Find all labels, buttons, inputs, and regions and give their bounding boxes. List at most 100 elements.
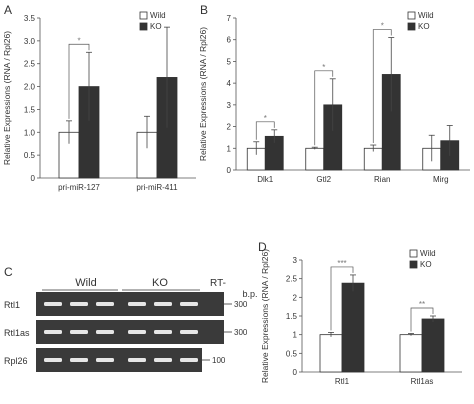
gel-group-ko-label: KO (152, 277, 168, 289)
gel-band (70, 302, 88, 306)
legend-swatch-ko (409, 260, 418, 269)
y-tick-label: 6 (227, 36, 232, 45)
gel-band (70, 358, 88, 362)
gel-band (128, 358, 146, 362)
gel-band (96, 302, 114, 306)
y-tick-label: 0 (293, 368, 298, 377)
gel-band (70, 330, 88, 334)
gel-band (96, 358, 114, 362)
y-tick-label: 1 (227, 144, 232, 153)
y-axis-label: Relative Expressions (RNA / Rpl26) (260, 249, 270, 383)
chart-panel-a: 0 0.5 1.0 1.5 2.0 2.5 3.0 3.5 Relative Expressio… (2, 11, 196, 192)
x-tick-label: Rtl1 (335, 377, 350, 386)
gel-panel-c: Wild KO RT- b.p. Rtl1 300 Rtl1as 300 Rpl26 10… (4, 277, 258, 372)
significance-bracket (330, 266, 354, 331)
gel-band (154, 330, 172, 334)
y-tick-label: 2 (293, 293, 298, 302)
panel-letter-d: D (258, 240, 267, 254)
gel-size-label: 300 (234, 300, 248, 309)
gel-band (44, 302, 62, 306)
legend-swatch-wild (139, 11, 148, 20)
significance-bracket (68, 43, 90, 119)
y-tick-label: 0 (227, 166, 232, 175)
ko-bar (421, 318, 445, 373)
gel-rt-label: RT- (210, 278, 226, 289)
wild-bar (305, 147, 325, 171)
y-tick-label: 5 (227, 57, 232, 66)
x-tick-label: Dlk1 (257, 175, 274, 184)
ko-bar (341, 282, 365, 373)
legend-label-wild: Wild (418, 11, 434, 20)
significance-label: * (77, 36, 80, 45)
gel-band (180, 302, 198, 306)
significance-label: * (322, 63, 325, 72)
gel-group-wild-label: Wild (75, 277, 96, 289)
y-tick-label: 2 (227, 123, 232, 132)
y-tick-label: 3.0 (24, 37, 36, 46)
y-tick-label: 2.0 (24, 83, 36, 92)
y-tick-label: 7 (227, 14, 232, 23)
y-tick-label: 1 (293, 331, 298, 340)
y-tick-label: 4 (227, 79, 232, 88)
gel-band (154, 358, 172, 362)
legend-label-wild: Wild (420, 249, 436, 258)
panel-letter-b: B (200, 3, 208, 17)
panel-letter-a: A (4, 3, 12, 17)
gel-band (128, 330, 146, 334)
panel-letter-c: C (4, 265, 13, 279)
legend-swatch-ko (407, 22, 416, 31)
gel-band (180, 358, 198, 362)
gel-row-label: Rtl1 (4, 300, 20, 310)
gel-band (180, 330, 198, 334)
y-tick-label: 2.5 (286, 275, 298, 284)
gel-row-label: Rtl1as (4, 328, 30, 338)
significance-label: * (264, 114, 267, 123)
y-tick-label: 1.0 (24, 128, 36, 137)
y-tick-label: 0.5 (286, 349, 298, 358)
wild-bar (319, 334, 343, 373)
gel-size-label: 100 (212, 356, 226, 365)
y-tick-label: 3 (293, 256, 298, 265)
legend-label-ko: KO (150, 22, 162, 31)
significance-bracket (372, 29, 392, 144)
chart-panel-b: 0 1 2 3 4 5 6 7 Relative Expressions (RNA / Rpl2… (198, 11, 470, 184)
y-tick-label: 3.5 (24, 14, 36, 23)
significance-label: ** (419, 300, 425, 309)
y-tick-label: 1.5 (286, 312, 298, 321)
y-tick-label: 2.5 (24, 60, 36, 69)
chart-panel-d: 0 0.5 1 1.5 2 2.5 3 Relative Expressions (RNA /… (260, 249, 462, 386)
legend-label-wild: Wild (150, 11, 166, 20)
significance-label: * (381, 22, 384, 31)
x-tick-label: pri-miR-411 (136, 183, 178, 192)
y-axis-label: Relative Expressions (RNA / Rpl26) (2, 31, 12, 165)
legend-label-ko: KO (418, 22, 430, 31)
legend-label-ko: KO (420, 260, 432, 269)
x-tick-label: Rtl1as (411, 377, 434, 386)
gel-row-background (36, 348, 202, 372)
y-tick-label: 0.5 (24, 151, 36, 160)
significance-bracket (410, 307, 434, 332)
gel-band (154, 302, 172, 306)
x-tick-label: pri-miR-127 (58, 183, 100, 192)
significance-label: *** (337, 259, 346, 268)
x-tick-label: Gtl2 (316, 175, 331, 184)
y-tick-label: 1.5 (24, 105, 36, 114)
gel-bp-label: b.p. (242, 289, 257, 299)
x-tick-label: Rian (374, 175, 390, 184)
y-tick-label: 0 (31, 174, 36, 183)
gel-band (44, 330, 62, 334)
significance-bracket (314, 70, 334, 146)
legend-swatch-wild (407, 11, 416, 20)
gel-band (96, 330, 114, 334)
significance-bracket (255, 121, 275, 140)
y-tick-label: 3 (227, 101, 232, 110)
legend-swatch-ko (139, 22, 148, 31)
legend-swatch-wild (409, 249, 418, 258)
x-tick-label: Mirg (433, 175, 449, 184)
gel-band (44, 358, 62, 362)
gel-row-label: Rpl26 (4, 356, 28, 366)
gel-size-label: 300 (234, 328, 248, 337)
y-axis-label: Relative Expressions (RNA / Rpl26) (198, 27, 208, 161)
wild-bar (399, 334, 423, 373)
